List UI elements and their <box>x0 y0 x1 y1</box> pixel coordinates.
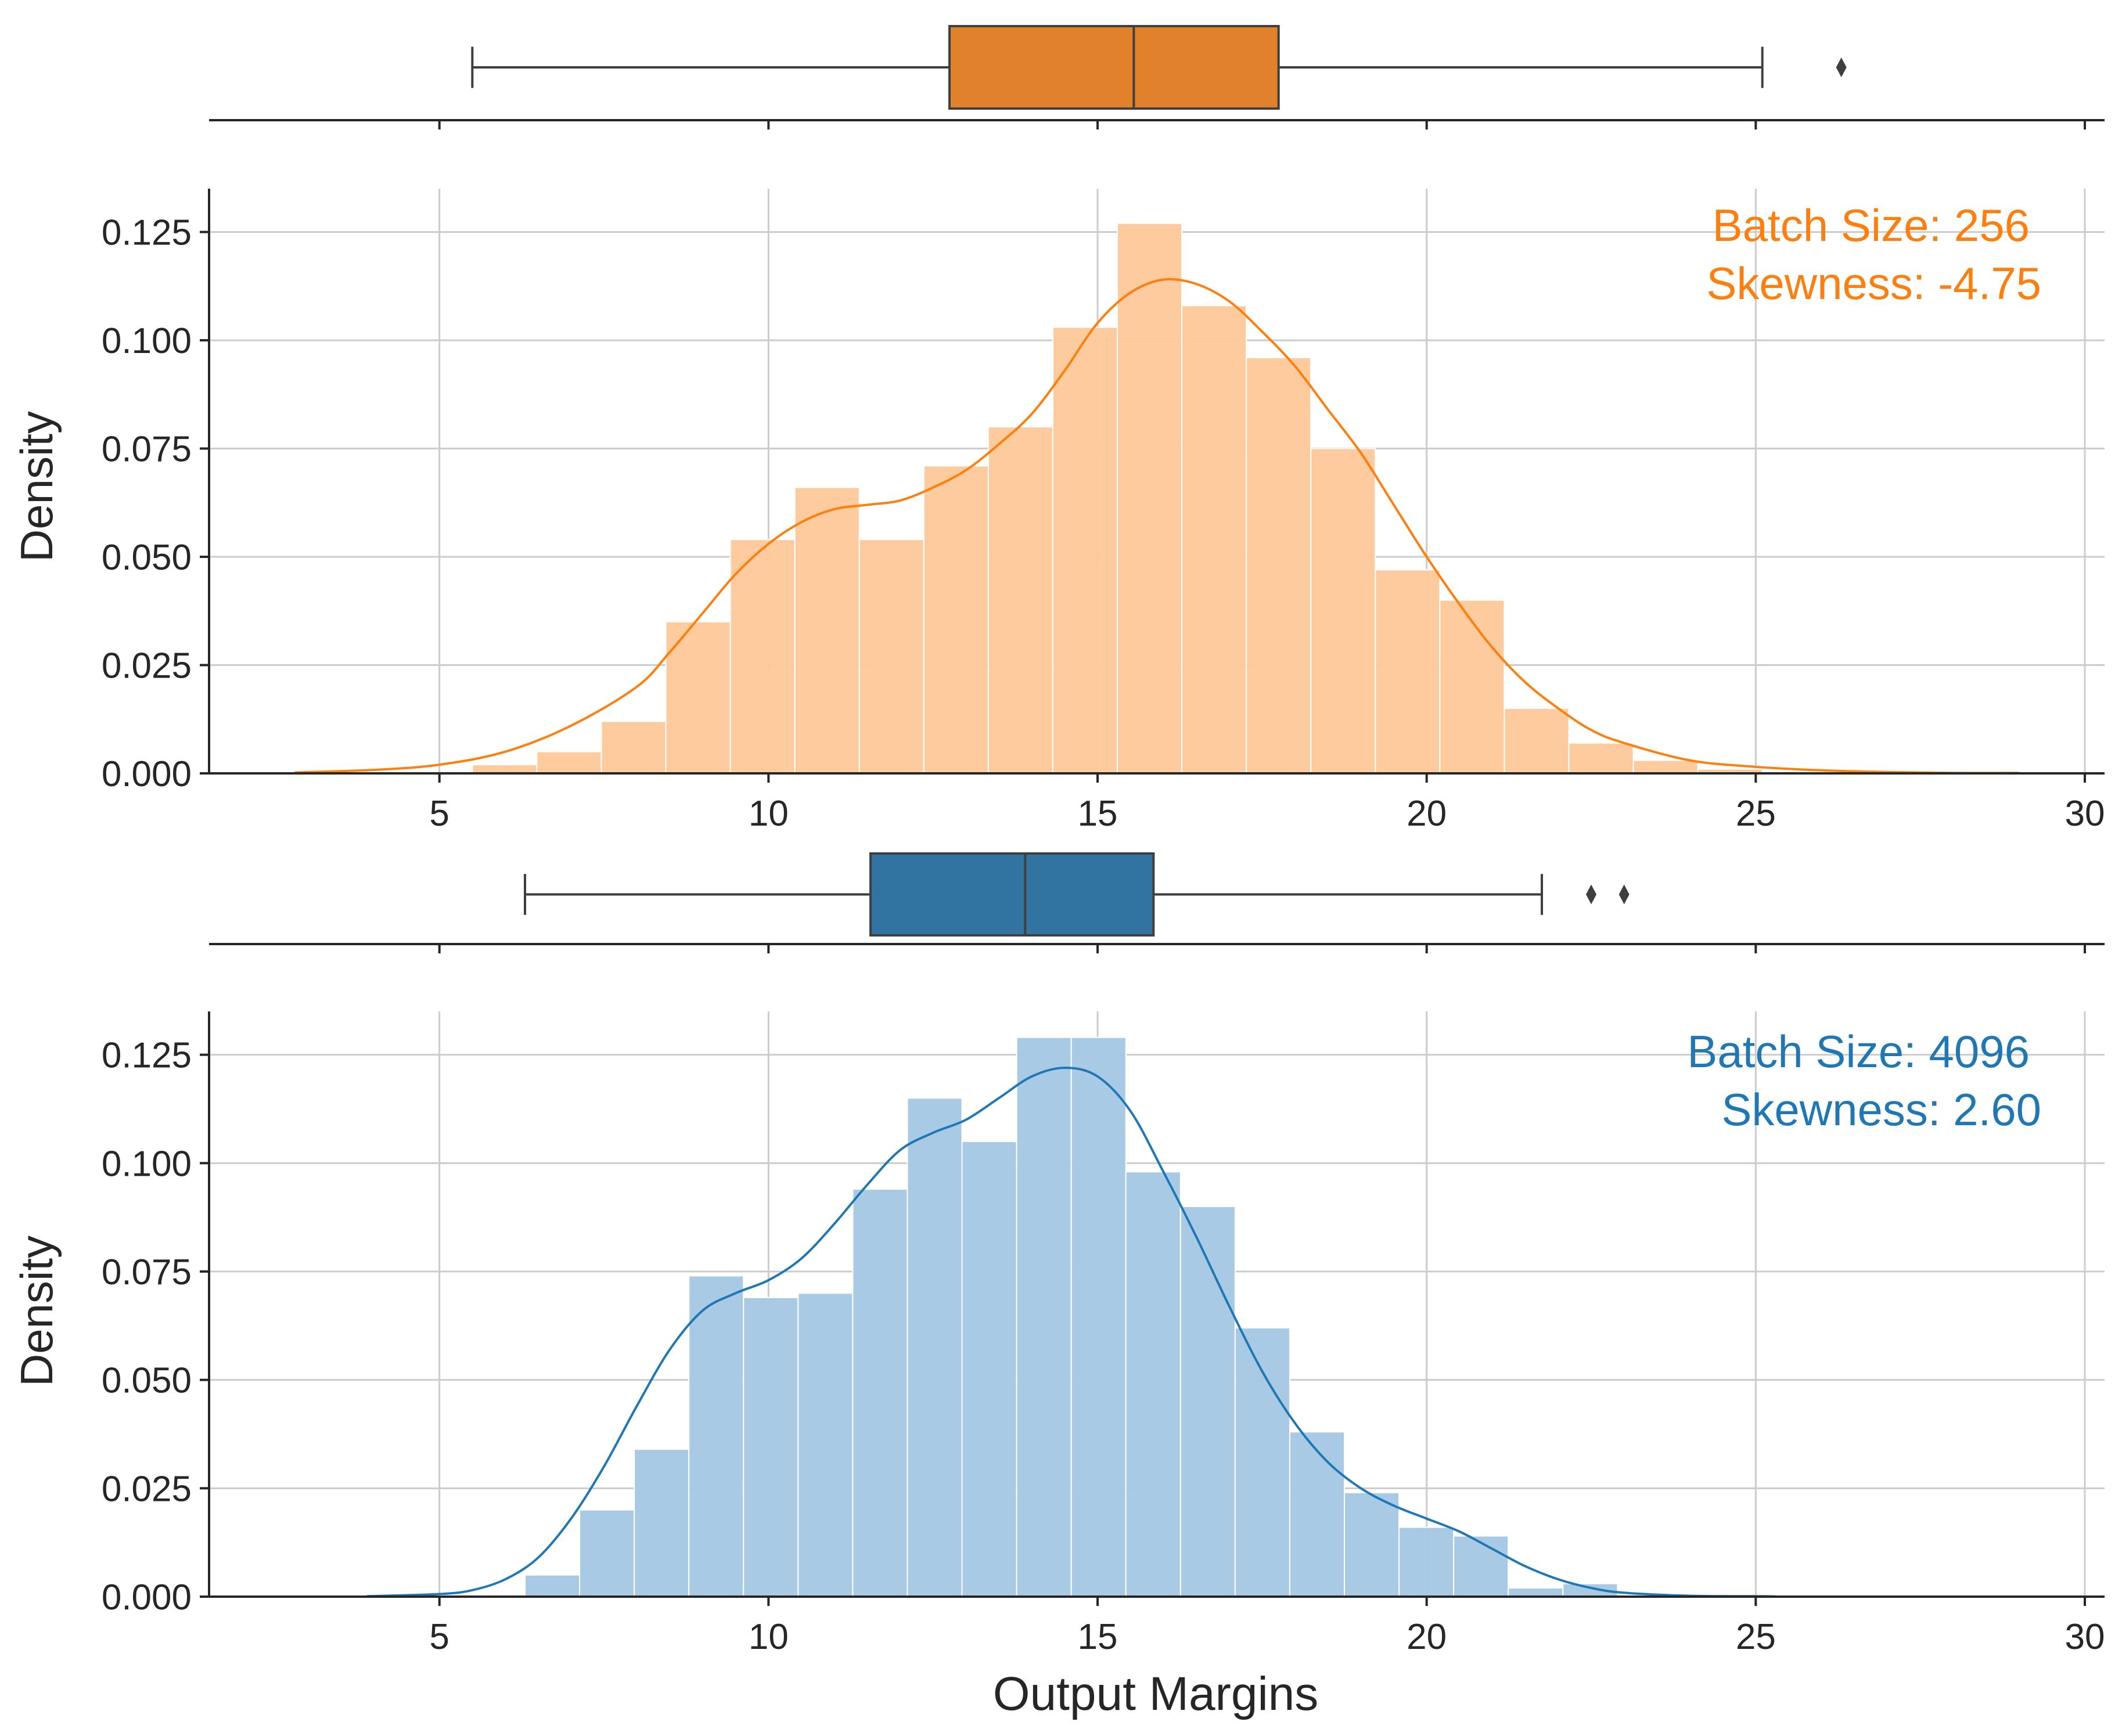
y-tick-label: 0.125 <box>102 213 192 253</box>
histogram-bar <box>1070 1036 1127 1598</box>
y-tick-label: 0.000 <box>102 754 192 794</box>
histogram-bar <box>579 1509 635 1598</box>
x-tick-label: 10 <box>749 1617 789 1657</box>
annotation-skewness: Skewness: -4.75 <box>1706 258 2041 309</box>
y-tick-label: 0.050 <box>102 1361 192 1401</box>
annotation-batch-size: Batch Size: 4096 <box>1687 1026 2030 1077</box>
histogram-bar <box>1179 1206 1236 1597</box>
histogram-bar <box>858 539 925 774</box>
histogram-bar <box>743 1296 799 1598</box>
x-tick-label: 30 <box>2065 1617 2105 1657</box>
x-tick-label: 25 <box>1736 794 1776 834</box>
histogram-bar <box>1508 1587 1564 1597</box>
histogram-bar <box>797 1292 854 1597</box>
histogram-bar <box>1439 599 1505 774</box>
histogram-bar <box>1234 1327 1290 1597</box>
histogram-bar <box>536 751 602 775</box>
histogram-bar <box>1375 569 1441 774</box>
y-tick-label: 0.025 <box>102 646 192 686</box>
box-iqr <box>948 25 1280 110</box>
histogram-bar <box>852 1188 908 1597</box>
boxplot-batch-256 <box>209 25 2105 129</box>
histogram-bar <box>600 721 667 774</box>
y-tick-label: 0.075 <box>102 430 192 470</box>
x-tick-label: 15 <box>1078 1617 1118 1657</box>
y-tick-label: 0.025 <box>102 1469 192 1509</box>
x-tick-label: 5 <box>429 794 449 834</box>
kde-curve <box>294 278 2019 775</box>
x-tick-label: 15 <box>1078 794 1118 834</box>
annotation-batch-size: Batch Size: 256 <box>1713 200 2030 251</box>
x-tick-label: 5 <box>429 1617 449 1657</box>
x-tick-label: 30 <box>2065 794 2105 834</box>
outlier-marker <box>1586 884 1596 905</box>
histogram-batch-4096: 5 10 15 20 25 30 0.000 0.025 0.050 0.075 0.100 0.1… <box>11 1011 2105 1720</box>
histogram-bar <box>923 465 989 774</box>
histogram-bar <box>524 1574 581 1598</box>
y-tick-label: 0.100 <box>102 321 192 361</box>
outlier-marker <box>1836 57 1847 77</box>
histogram-bar <box>1632 759 1699 774</box>
histogram-bar <box>794 487 860 774</box>
histogram-bar <box>1344 1492 1400 1598</box>
histogram-bar <box>1568 742 1634 774</box>
histogram-bar <box>987 426 1053 774</box>
annotation-skewness: Skewness: 2.60 <box>1721 1084 2041 1135</box>
histogram-bar <box>472 764 538 774</box>
histogram-batch-256: 5 10 15 20 25 30 0.000 0.025 0.050 0.075 0.100 0.1… <box>11 189 2105 834</box>
histogram-bar <box>1117 222 1183 774</box>
y-tick-label: 0.050 <box>102 538 192 578</box>
histogram-bar <box>1310 448 1376 774</box>
histogram-bar <box>634 1449 690 1597</box>
kde-curve <box>366 1067 1776 1598</box>
histogram-bar <box>1125 1171 1181 1598</box>
outlier-marker <box>1619 884 1630 905</box>
x-tick-label: 20 <box>1407 794 1447 834</box>
x-tick-label: 25 <box>1736 1617 1776 1657</box>
histogram-bar <box>961 1141 1017 1597</box>
histogram-bar <box>1398 1526 1455 1598</box>
histogram-bar <box>1052 326 1118 774</box>
histogram-bar <box>1453 1535 1509 1597</box>
histogram-bar <box>665 621 731 774</box>
y-axis-label: Density <box>11 411 62 562</box>
histogram-bar <box>1016 1036 1072 1598</box>
boxplot-batch-4096 <box>209 852 2105 953</box>
histogram-bar <box>1289 1431 1346 1597</box>
histogram-bar <box>907 1097 963 1598</box>
x-tick-label: 20 <box>1407 1617 1447 1657</box>
histogram-bar <box>729 539 796 774</box>
histogram-bar <box>1181 305 1247 774</box>
x-axis-label: Output Margins <box>993 1667 1319 1720</box>
box-iqr <box>869 852 1155 937</box>
histogram-bar <box>1504 708 1570 774</box>
y-axis-label: Density <box>11 1236 62 1386</box>
y-tick-label: 0.075 <box>102 1252 192 1292</box>
x-tick-label: 10 <box>749 794 789 834</box>
y-tick-label: 0.125 <box>102 1036 192 1076</box>
y-tick-label: 0.000 <box>102 1577 192 1618</box>
y-tick-label: 0.100 <box>102 1144 192 1184</box>
histogram-bar <box>688 1275 745 1597</box>
histogram-bar <box>1246 356 1312 774</box>
